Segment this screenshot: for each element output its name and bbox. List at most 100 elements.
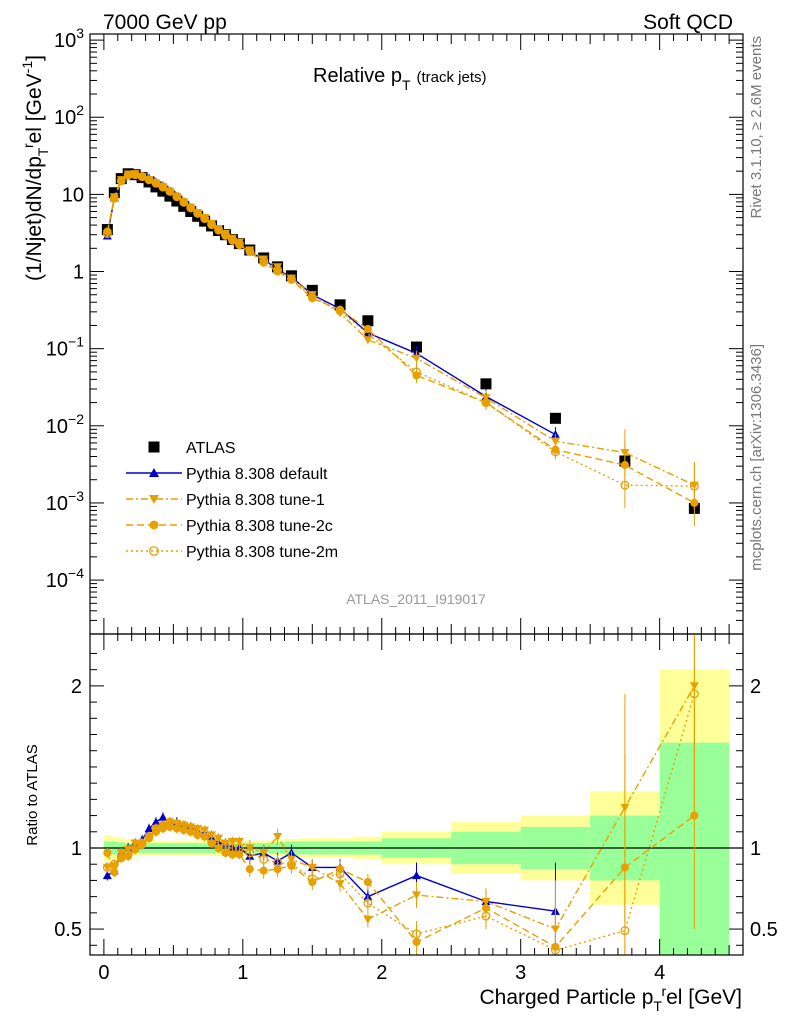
xlabel-part-0: Charged Particle p [479,986,653,1009]
ratio-point [227,843,237,853]
main-ytick-exp: 2 [76,102,84,118]
main-point [480,378,492,390]
ratio-point [103,848,112,857]
ratio-point [179,820,189,830]
main-ytick-exp: −4 [68,565,84,581]
ratio-point [123,850,133,859]
main-point [214,225,223,235]
title-suffix: (track jets) [417,69,487,86]
xlabel-part-3: el [GeV] [666,986,742,1009]
legend: ATLAS Pythia 8.308 default Pythia 8.308 tu… [126,440,338,561]
ratio-point [130,843,140,853]
main-point [335,306,345,316]
ratio-xlabel: Charged Particle pTrel [GeV] [479,983,742,1014]
main-point [124,171,133,180]
ylabel-part-1: T [35,147,51,156]
ratio-point [228,850,237,859]
ratio-point [158,812,168,821]
main-point [412,354,421,363]
main-point [362,315,374,327]
main-point [108,187,120,199]
legend-marker [148,441,160,453]
ylabel-part-5: ] [23,55,46,61]
main-point [286,274,296,284]
ratio-series-pythia-8-308-tune-2m [102,634,699,955]
main-ytick-base: 10 [54,30,76,52]
ratio-point [207,835,217,845]
ratio-point [259,866,268,875]
ratio-ytick-label: 0.5 [54,919,82,941]
main-point [412,367,421,377]
ratio-point [245,848,255,858]
ratio-point [335,869,345,879]
ratio-point [102,871,112,880]
main-ytick-label: 1 [73,262,84,284]
ratio-point [273,858,283,868]
main-point [193,208,203,218]
main-point [307,293,317,303]
main-title: Relative pT (track jets) [313,65,487,93]
rivet-label: Rivet 3.1.10, ≥ 2.6M events [748,36,765,219]
legend-marker [149,495,159,504]
main-ytick-label: 10 [62,184,84,206]
ratio-point [689,689,699,699]
ratio-point [158,820,168,830]
main-point [273,265,283,275]
main-ytick-label: 10−1 [46,334,84,361]
ratio-point [220,843,230,853]
main-point [273,263,283,272]
ratio-point [144,824,154,833]
ratio-point [234,843,244,853]
ratio-ytick-label: 2 [71,676,82,698]
xlabel-part-2: r [661,983,666,999]
ratio-ylabel: Ratio to ATLAS [24,744,41,845]
main-ylabel: (1/Njet)dN/dpTrel [GeV-1] [19,55,51,281]
main-point [689,481,699,491]
main-point [245,246,255,256]
ratio-ytick-label-right: 0.5 [750,919,778,941]
ratio-point [363,877,372,887]
xlabel-part-1: T [653,998,662,1014]
ratio-series-line [107,693,696,951]
main-ytick-base: 10 [46,339,68,361]
ratio-point [307,863,317,872]
main-ytick-exp: −3 [68,488,84,504]
ratio-ytick-label: 1 [71,838,82,860]
ratio-point [110,868,119,877]
ratio-point [335,880,345,889]
main-point [144,175,154,185]
main-ytick-exp: −2 [68,411,84,427]
main-point [259,258,268,267]
main-point [363,336,373,345]
analysis-watermark: ATLAS_2011_I919017 [346,591,486,607]
ratio-point [550,945,560,955]
header-left: 7000 GeV pp [103,11,227,34]
main-point [550,447,560,457]
ratio-point [481,911,491,921]
ratio-point [151,824,161,834]
main-ytick-base: 10 [46,416,68,438]
main-point [207,219,217,229]
legend-marker [149,520,159,530]
ratio-point [144,832,154,842]
main-ytick-exp: 3 [76,25,84,41]
main-point [620,480,630,490]
main-point [103,227,112,236]
legend-marker [149,546,159,556]
main-point [363,329,373,339]
ratio-point [412,929,421,939]
legend-label: Pythia 8.308 tune-2m [186,544,338,561]
ratio-point [214,838,223,848]
main-ytick-base: 10 [46,570,68,592]
title-main: Relative p [313,65,402,87]
main-point [102,229,112,239]
ratio-point [200,828,210,838]
ratio-point [620,926,630,936]
ratio-point [286,859,296,869]
ratio-ytick-label-right: 2 [750,676,761,698]
ratio-point [102,862,112,872]
mcplots-label: mcplots.cern.ch [arXiv:1306.3436] [748,344,765,571]
main-point [116,176,126,186]
